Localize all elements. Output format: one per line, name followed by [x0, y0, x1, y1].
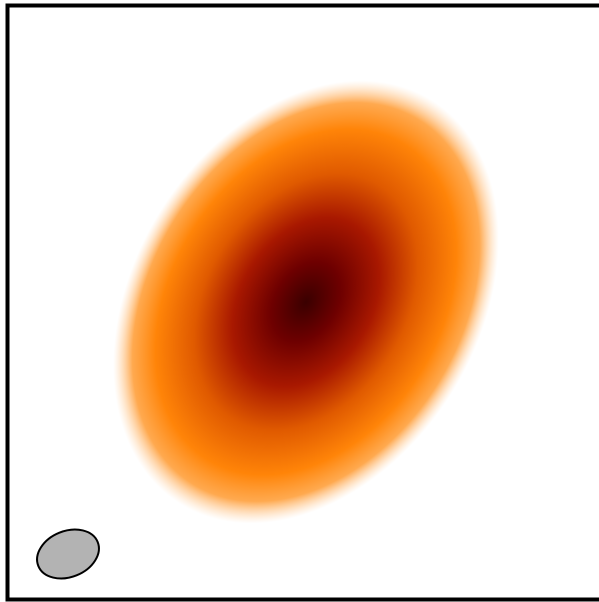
- page: [0, 0, 599, 602]
- image-panel: [0, 0, 599, 602]
